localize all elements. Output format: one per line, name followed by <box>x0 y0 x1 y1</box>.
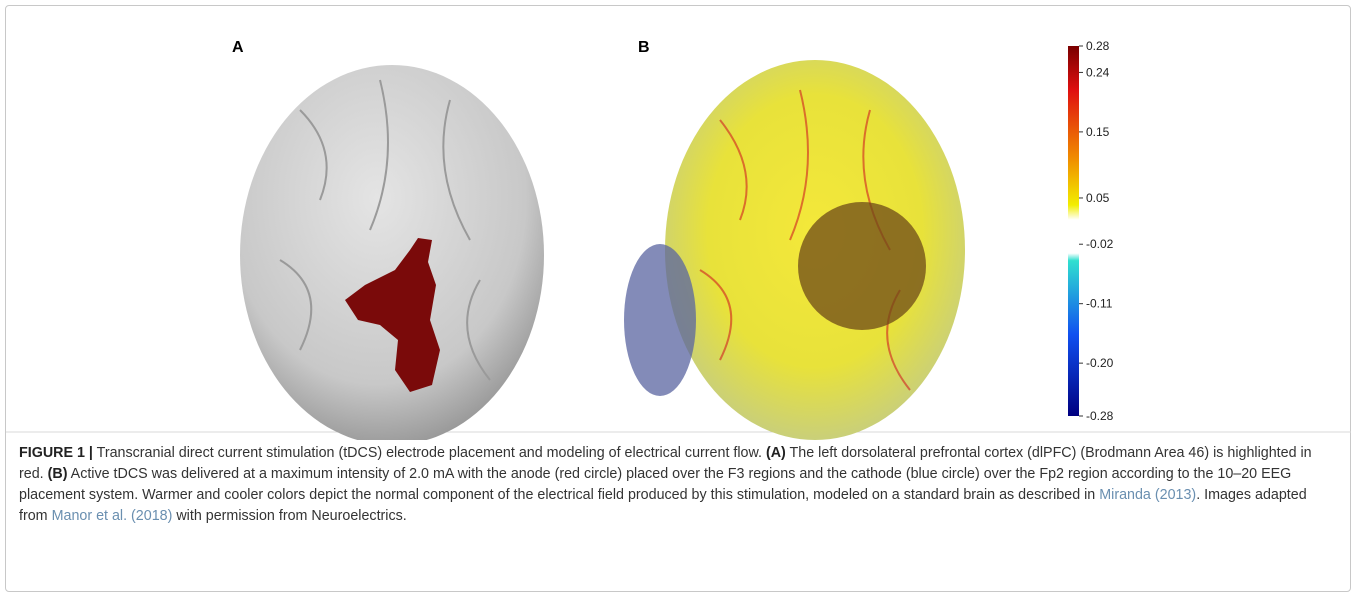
anode <box>798 202 926 330</box>
caption-label: FIGURE 1 | <box>19 445 93 461</box>
reference-link[interactable]: Miranda (2013) <box>1099 487 1196 503</box>
caption-text: Transcranial direct current stimulation … <box>93 445 766 461</box>
panel-label: B <box>638 39 650 56</box>
caption-panel: (A) <box>766 445 786 461</box>
colorbar-tick-label: 0.15 <box>1086 125 1110 139</box>
page: A B 0.28 0.24 0.15 0.05 -0.02 -0.11 -0.20 -0.28… <box>0 0 1358 598</box>
colorbar <box>1068 46 1079 416</box>
colorbar-tick-label: -0.02 <box>1086 237 1114 251</box>
colorbar-tick-label: -0.11 <box>1086 297 1113 311</box>
caption-panel: (B) <box>48 466 68 482</box>
colorbar-tick-label: 0.24 <box>1086 65 1110 79</box>
brain-a <box>240 65 544 440</box>
colorbar-tick-label: -0.20 <box>1086 356 1114 370</box>
colorbar-tick-label: 0.05 <box>1086 191 1110 205</box>
reference-link[interactable]: Manor et al. (2018) <box>52 508 173 524</box>
caption: FIGURE 1 | Transcranial direct current s… <box>19 443 1339 527</box>
colorbar-tick-label: 0.28 <box>1086 39 1110 53</box>
caption-text: with permission from Neuroelectrics. <box>172 508 406 524</box>
panel-label: A <box>232 39 244 56</box>
colorbar-tick-label: -0.28 <box>1086 409 1114 423</box>
cathode <box>624 244 696 396</box>
figure-image: A B 0.28 0.24 0.15 0.05 -0.02 -0.11 -0.20 -0.28 <box>0 0 1358 440</box>
